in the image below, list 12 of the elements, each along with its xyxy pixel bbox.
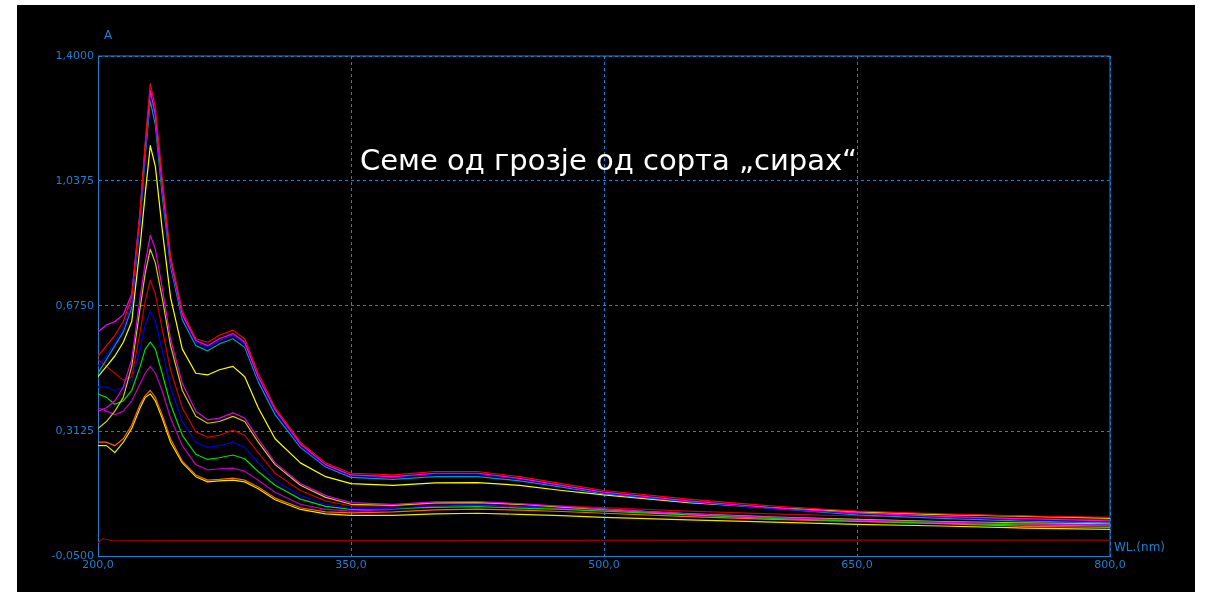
x-tick-label: 800,0 (1094, 558, 1126, 572)
annotation: Семе од грозје од сорта „сирах“ (360, 142, 858, 177)
y-tick-label: 1,4000 (55, 48, 94, 62)
x-axis-title: WL.(nm) (1114, 540, 1166, 555)
y-tick-label: 0,3125 (55, 423, 94, 437)
y-axis-title: A (104, 28, 113, 43)
y-tick-label: 0,6750 (55, 298, 94, 312)
x-tick-label: 500,0 (588, 558, 620, 572)
x-tick-label: 350,0 (335, 558, 367, 572)
y-tick-label: 1,0375 (55, 173, 94, 187)
x-tick-label: 650,0 (841, 558, 873, 572)
x-tick-label: 200,0 (82, 558, 114, 572)
